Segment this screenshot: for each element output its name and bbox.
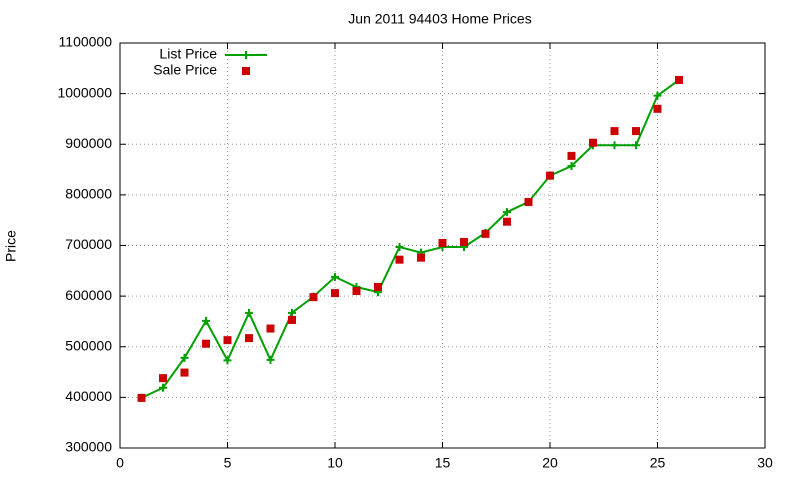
point-marker <box>288 315 296 324</box>
point-marker <box>223 356 232 365</box>
y-tick-label: 500000 <box>65 337 112 353</box>
point-marker <box>675 75 683 84</box>
y-tick-label: 700000 <box>65 236 112 252</box>
point-marker <box>245 334 253 343</box>
x-tick-label: 10 <box>327 455 343 471</box>
point-marker <box>589 138 597 147</box>
legend-marker <box>242 67 250 75</box>
x-tick-label: 25 <box>650 455 666 471</box>
point-marker <box>567 151 576 160</box>
legend-marker <box>242 51 250 59</box>
point-marker <box>180 353 189 362</box>
point-marker <box>610 141 619 150</box>
point-marker <box>503 208 511 217</box>
point-marker <box>632 141 640 150</box>
point-marker <box>374 283 382 292</box>
point-marker <box>653 91 662 100</box>
legend-label: List Price <box>159 46 217 62</box>
point-marker <box>331 289 339 298</box>
y-tick-label: 1000000 <box>57 84 112 100</box>
point-marker <box>460 237 468 246</box>
point-marker <box>309 293 318 302</box>
point-marker <box>202 316 210 325</box>
y-tick-label: 300000 <box>65 439 112 455</box>
point-marker <box>632 127 640 136</box>
point-marker <box>503 217 511 226</box>
series-line <box>141 79 680 399</box>
point-marker <box>524 197 533 206</box>
point-marker <box>159 383 167 392</box>
point-marker <box>288 308 296 317</box>
x-tick-label: 5 <box>224 455 232 471</box>
point-marker <box>438 238 447 247</box>
point-marker <box>202 339 210 348</box>
y-tick-label: 800000 <box>65 186 112 202</box>
y-tick-label: 1100000 <box>59 34 113 50</box>
x-tick-label: 0 <box>116 455 124 471</box>
point-marker <box>266 324 275 333</box>
plot-border <box>119 42 766 449</box>
point-marker <box>610 127 619 136</box>
x-tick-label: 20 <box>542 455 558 471</box>
point-marker <box>417 253 425 262</box>
point-marker <box>653 104 662 113</box>
point-marker <box>137 393 146 402</box>
point-marker <box>331 272 339 281</box>
chart-title: Jun 2011 94403 Home Prices <box>348 11 531 27</box>
point-marker <box>395 255 404 264</box>
point-marker <box>352 287 361 296</box>
point-marker <box>567 162 576 171</box>
point-marker <box>180 368 189 377</box>
point-marker <box>481 229 490 238</box>
point-marker <box>395 243 404 252</box>
y-tick-label: 600000 <box>65 287 112 303</box>
y-tick-label: 400000 <box>65 388 112 404</box>
x-tick-label: 15 <box>435 455 451 471</box>
point-marker <box>245 308 253 317</box>
point-marker <box>159 374 167 383</box>
point-marker <box>546 171 554 180</box>
legend-label: Sale Price <box>153 62 217 78</box>
y-tick-label: 900000 <box>65 135 112 151</box>
point-marker <box>266 355 275 364</box>
point-marker <box>223 336 232 345</box>
x-tick-label: 30 <box>757 455 773 471</box>
y-axis-label: Price <box>3 230 19 262</box>
